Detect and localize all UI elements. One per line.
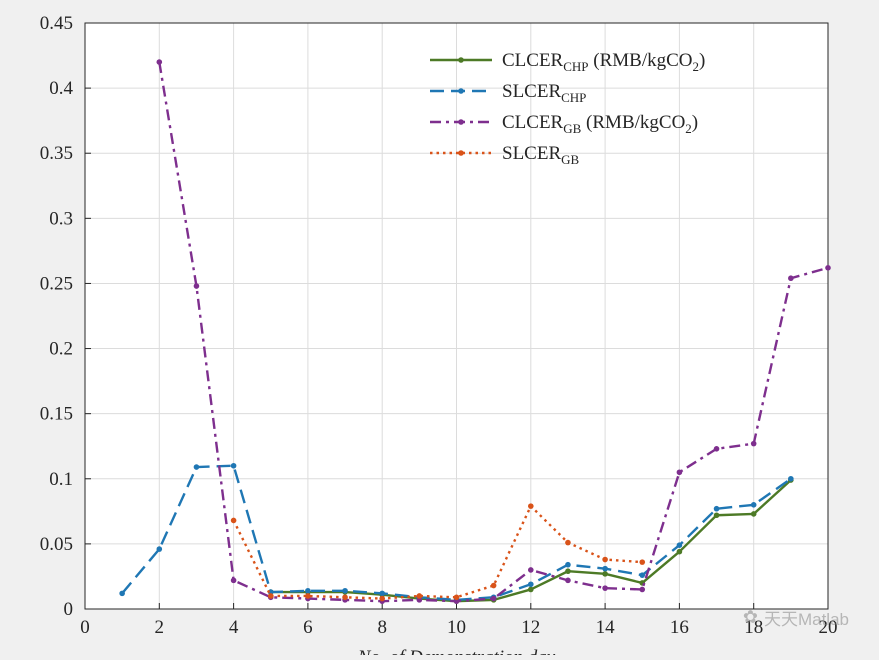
y-tick-label: 0.3 <box>49 208 73 229</box>
series-4 <box>230 503 646 602</box>
series-line <box>232 504 643 600</box>
data-point <box>602 585 608 591</box>
data-point <box>639 586 646 593</box>
data-point <box>750 511 757 517</box>
data-point <box>676 548 683 555</box>
data-point <box>528 586 534 593</box>
data-point <box>750 440 757 447</box>
data-point <box>379 595 386 602</box>
data-point <box>639 559 646 565</box>
x-tick-label: 2 <box>155 617 165 638</box>
data-point <box>379 590 386 597</box>
data-point <box>490 582 497 589</box>
watermark: ✿ 天天Matlab <box>743 605 849 630</box>
data-point <box>305 587 311 594</box>
data-point <box>602 556 608 563</box>
watermark-text: 天天Matlab <box>763 610 849 629</box>
legend-entry: SLCERGB <box>502 143 580 167</box>
data-point <box>825 265 831 271</box>
data-point <box>676 469 683 476</box>
y-tick-label: 0 <box>64 599 74 620</box>
data-point <box>565 561 571 568</box>
legend: CLCERCHP (RMB/kgCO2) SLCERCHP CLCERGB (RMB… <box>430 50 705 167</box>
data-point <box>565 539 571 546</box>
y-tick-label: 0.25 <box>40 273 73 294</box>
y-tick-label: 0.1 <box>49 469 73 490</box>
y-tick-label: 0.15 <box>40 404 73 425</box>
data-point <box>416 593 423 599</box>
x-tick-label: 14 <box>596 617 616 638</box>
data-point <box>602 571 608 577</box>
y-tick-label: 0.45 <box>40 13 73 34</box>
data-point <box>713 446 720 452</box>
data-point <box>528 581 534 588</box>
legend-marker <box>458 150 464 156</box>
data-point <box>193 464 200 470</box>
data-point <box>193 283 200 289</box>
x-tick-label: 10 <box>447 617 466 638</box>
data-point <box>713 512 720 519</box>
x-tick-label: 8 <box>377 617 387 638</box>
data-point <box>230 517 237 524</box>
series-3 <box>156 59 831 604</box>
wechat-icon: ✿ <box>742 607 758 627</box>
y-tick-label: 0.05 <box>40 534 73 555</box>
legend-entry: CLCERCHP (RMB/kgCO2) <box>502 50 705 74</box>
legend-marker <box>458 88 464 94</box>
data-point <box>342 587 348 594</box>
data-point <box>788 475 794 482</box>
x-tick-label: 12 <box>521 617 540 638</box>
legend-marker <box>458 57 464 63</box>
data-point <box>453 594 460 601</box>
data-point <box>416 597 423 603</box>
legend-marker <box>458 119 464 125</box>
data-point <box>788 275 794 282</box>
data-point <box>676 542 683 548</box>
y-tick-label: 0.2 <box>49 339 73 360</box>
legend-entry: CLCERGB (RMB/kgCO2) <box>502 112 698 136</box>
data-point <box>565 568 571 575</box>
data-point <box>305 593 311 599</box>
data-point <box>342 594 348 601</box>
data-point <box>156 59 163 65</box>
data-point <box>230 577 237 584</box>
x-tick-label: 4 <box>229 617 239 638</box>
x-tick-label: 6 <box>303 617 313 638</box>
x-tick-label: 0 <box>80 617 90 638</box>
x-tick-label: 16 <box>670 617 689 638</box>
data-point <box>528 503 534 509</box>
data-point <box>490 595 497 602</box>
data-point <box>156 546 163 552</box>
data-point <box>750 502 757 508</box>
y-tick-label: 0.35 <box>40 143 73 164</box>
y-tick-label: 0.4 <box>49 78 73 99</box>
data-point <box>602 565 608 572</box>
data-point <box>119 590 125 597</box>
x-tick-label: 20 <box>819 617 838 638</box>
data-point <box>528 567 534 573</box>
data-point <box>230 462 237 469</box>
legend-entry: SLCERCHP <box>502 81 586 105</box>
data-point <box>639 572 646 578</box>
x-axis-label: No. of Demonstration day <box>357 647 556 655</box>
x-tick-label: 18 <box>744 617 763 638</box>
data-point <box>267 593 274 599</box>
data-point <box>713 505 720 512</box>
data-point <box>453 598 460 604</box>
data-point <box>565 577 571 584</box>
